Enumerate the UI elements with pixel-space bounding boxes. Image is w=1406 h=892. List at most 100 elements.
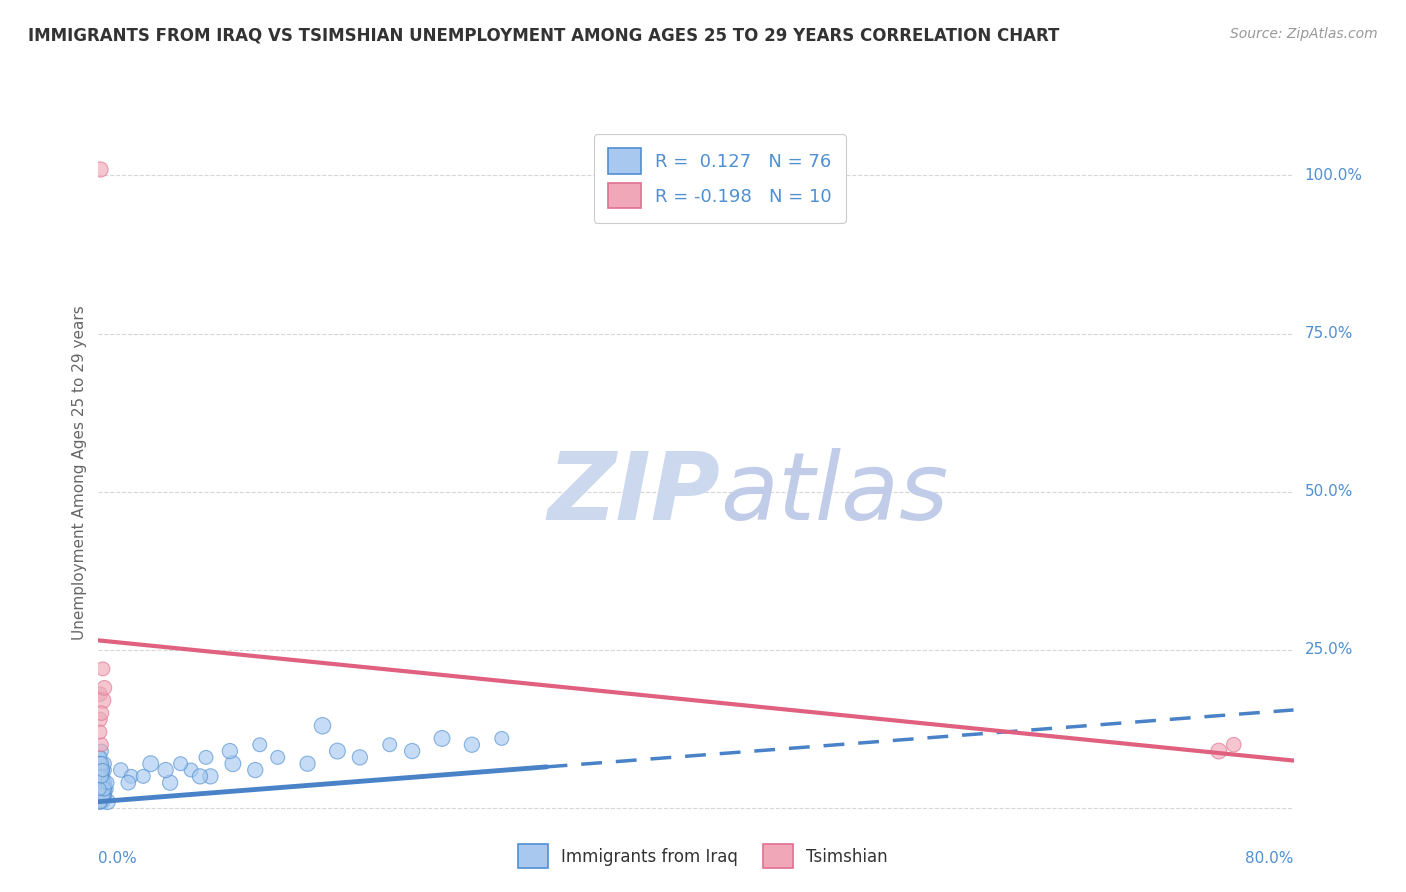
Point (89, 763, 111, 777)
Point (91, 662, 114, 676)
Text: 80.0%: 80.0% (1246, 851, 1294, 866)
Point (90, 763, 112, 777)
Point (90, 769, 112, 783)
Point (96, 795, 118, 809)
Point (89, 725, 111, 739)
Point (219, 744, 242, 758)
Point (91, 693, 114, 707)
Text: Source: ZipAtlas.com: Source: ZipAtlas.com (1230, 27, 1378, 41)
Point (93, 789, 115, 803)
Point (90, 769, 112, 783)
Point (90, 775, 112, 789)
Text: atlas: atlas (720, 448, 948, 539)
Point (155, 763, 177, 777)
Point (89, 795, 111, 809)
Text: IMMIGRANTS FROM IRAQ VS TSIMSHIAN UNEMPLOYMENT AMONG AGES 25 TO 29 YEARS CORRELA: IMMIGRANTS FROM IRAQ VS TSIMSHIAN UNEMPL… (28, 27, 1060, 45)
Point (91, 775, 114, 789)
Point (91, 763, 114, 777)
Point (93, 789, 115, 803)
Point (249, 738, 271, 752)
Text: 0.0%: 0.0% (98, 851, 138, 866)
Point (90, 738, 112, 752)
Text: 100.0%: 100.0% (1305, 168, 1362, 183)
Point (169, 756, 191, 771)
Point (245, 763, 267, 777)
Point (90, 769, 112, 783)
Point (93, 775, 115, 789)
Point (93, 681, 115, 695)
Y-axis label: Unemployment Among Ages 25 to 29 years: Unemployment Among Ages 25 to 29 years (72, 305, 87, 640)
Point (90, 775, 112, 789)
Point (267, 750, 290, 764)
Point (117, 775, 139, 789)
Point (200, 769, 222, 783)
Text: 50.0%: 50.0% (1305, 484, 1353, 500)
Text: 75.0%: 75.0% (1305, 326, 1353, 341)
Point (89, 756, 111, 771)
Point (491, 731, 513, 746)
Point (89, 769, 111, 783)
Point (89, 750, 111, 764)
Point (90, 795, 112, 809)
Point (89, 782, 111, 797)
Point (89, 713, 111, 727)
Point (90, 789, 112, 803)
Point (91, 795, 114, 809)
Point (93, 763, 115, 777)
Point (110, 763, 132, 777)
Point (90, 769, 112, 783)
Point (188, 769, 211, 783)
Point (222, 756, 245, 771)
Point (89, 162, 111, 177)
Point (91, 769, 114, 783)
Point (139, 756, 162, 771)
Point (90, 775, 112, 789)
Point (349, 750, 371, 764)
Point (89, 782, 111, 797)
Point (90, 756, 112, 771)
Point (91, 782, 114, 797)
Point (91, 763, 114, 777)
Point (430, 731, 453, 746)
Text: 25.0%: 25.0% (1305, 642, 1353, 657)
Point (89, 750, 111, 764)
Point (159, 775, 181, 789)
Point (89, 687, 111, 701)
Point (90, 795, 112, 809)
Point (94, 782, 117, 797)
Point (91, 789, 114, 803)
Point (91, 782, 114, 797)
Point (1208, 744, 1230, 758)
Point (89, 795, 111, 809)
Point (89, 756, 111, 771)
Legend: R =  0.127   N = 76, R = -0.198   N = 10: R = 0.127 N = 76, R = -0.198 N = 10 (593, 134, 846, 223)
Point (90, 763, 112, 777)
Point (378, 738, 401, 752)
Point (93, 782, 115, 797)
Point (461, 738, 484, 752)
Point (90, 789, 112, 803)
Point (96, 775, 118, 789)
Point (401, 744, 423, 758)
Point (132, 769, 155, 783)
Point (89, 769, 111, 783)
Point (297, 756, 319, 771)
Point (91, 782, 114, 797)
Point (90, 744, 112, 758)
Point (91, 789, 114, 803)
Text: ZIP: ZIP (547, 448, 720, 540)
Point (120, 769, 142, 783)
Point (90, 782, 112, 797)
Point (93, 756, 115, 771)
Point (326, 744, 349, 758)
Point (89, 756, 111, 771)
Point (1223, 738, 1246, 752)
Point (90, 763, 112, 777)
Point (93, 782, 115, 797)
Point (91, 775, 114, 789)
Point (90, 706, 112, 720)
Point (180, 763, 202, 777)
Legend: Immigrants from Iraq, Tsimshian: Immigrants from Iraq, Tsimshian (512, 838, 894, 875)
Point (311, 719, 333, 733)
Point (194, 750, 218, 764)
